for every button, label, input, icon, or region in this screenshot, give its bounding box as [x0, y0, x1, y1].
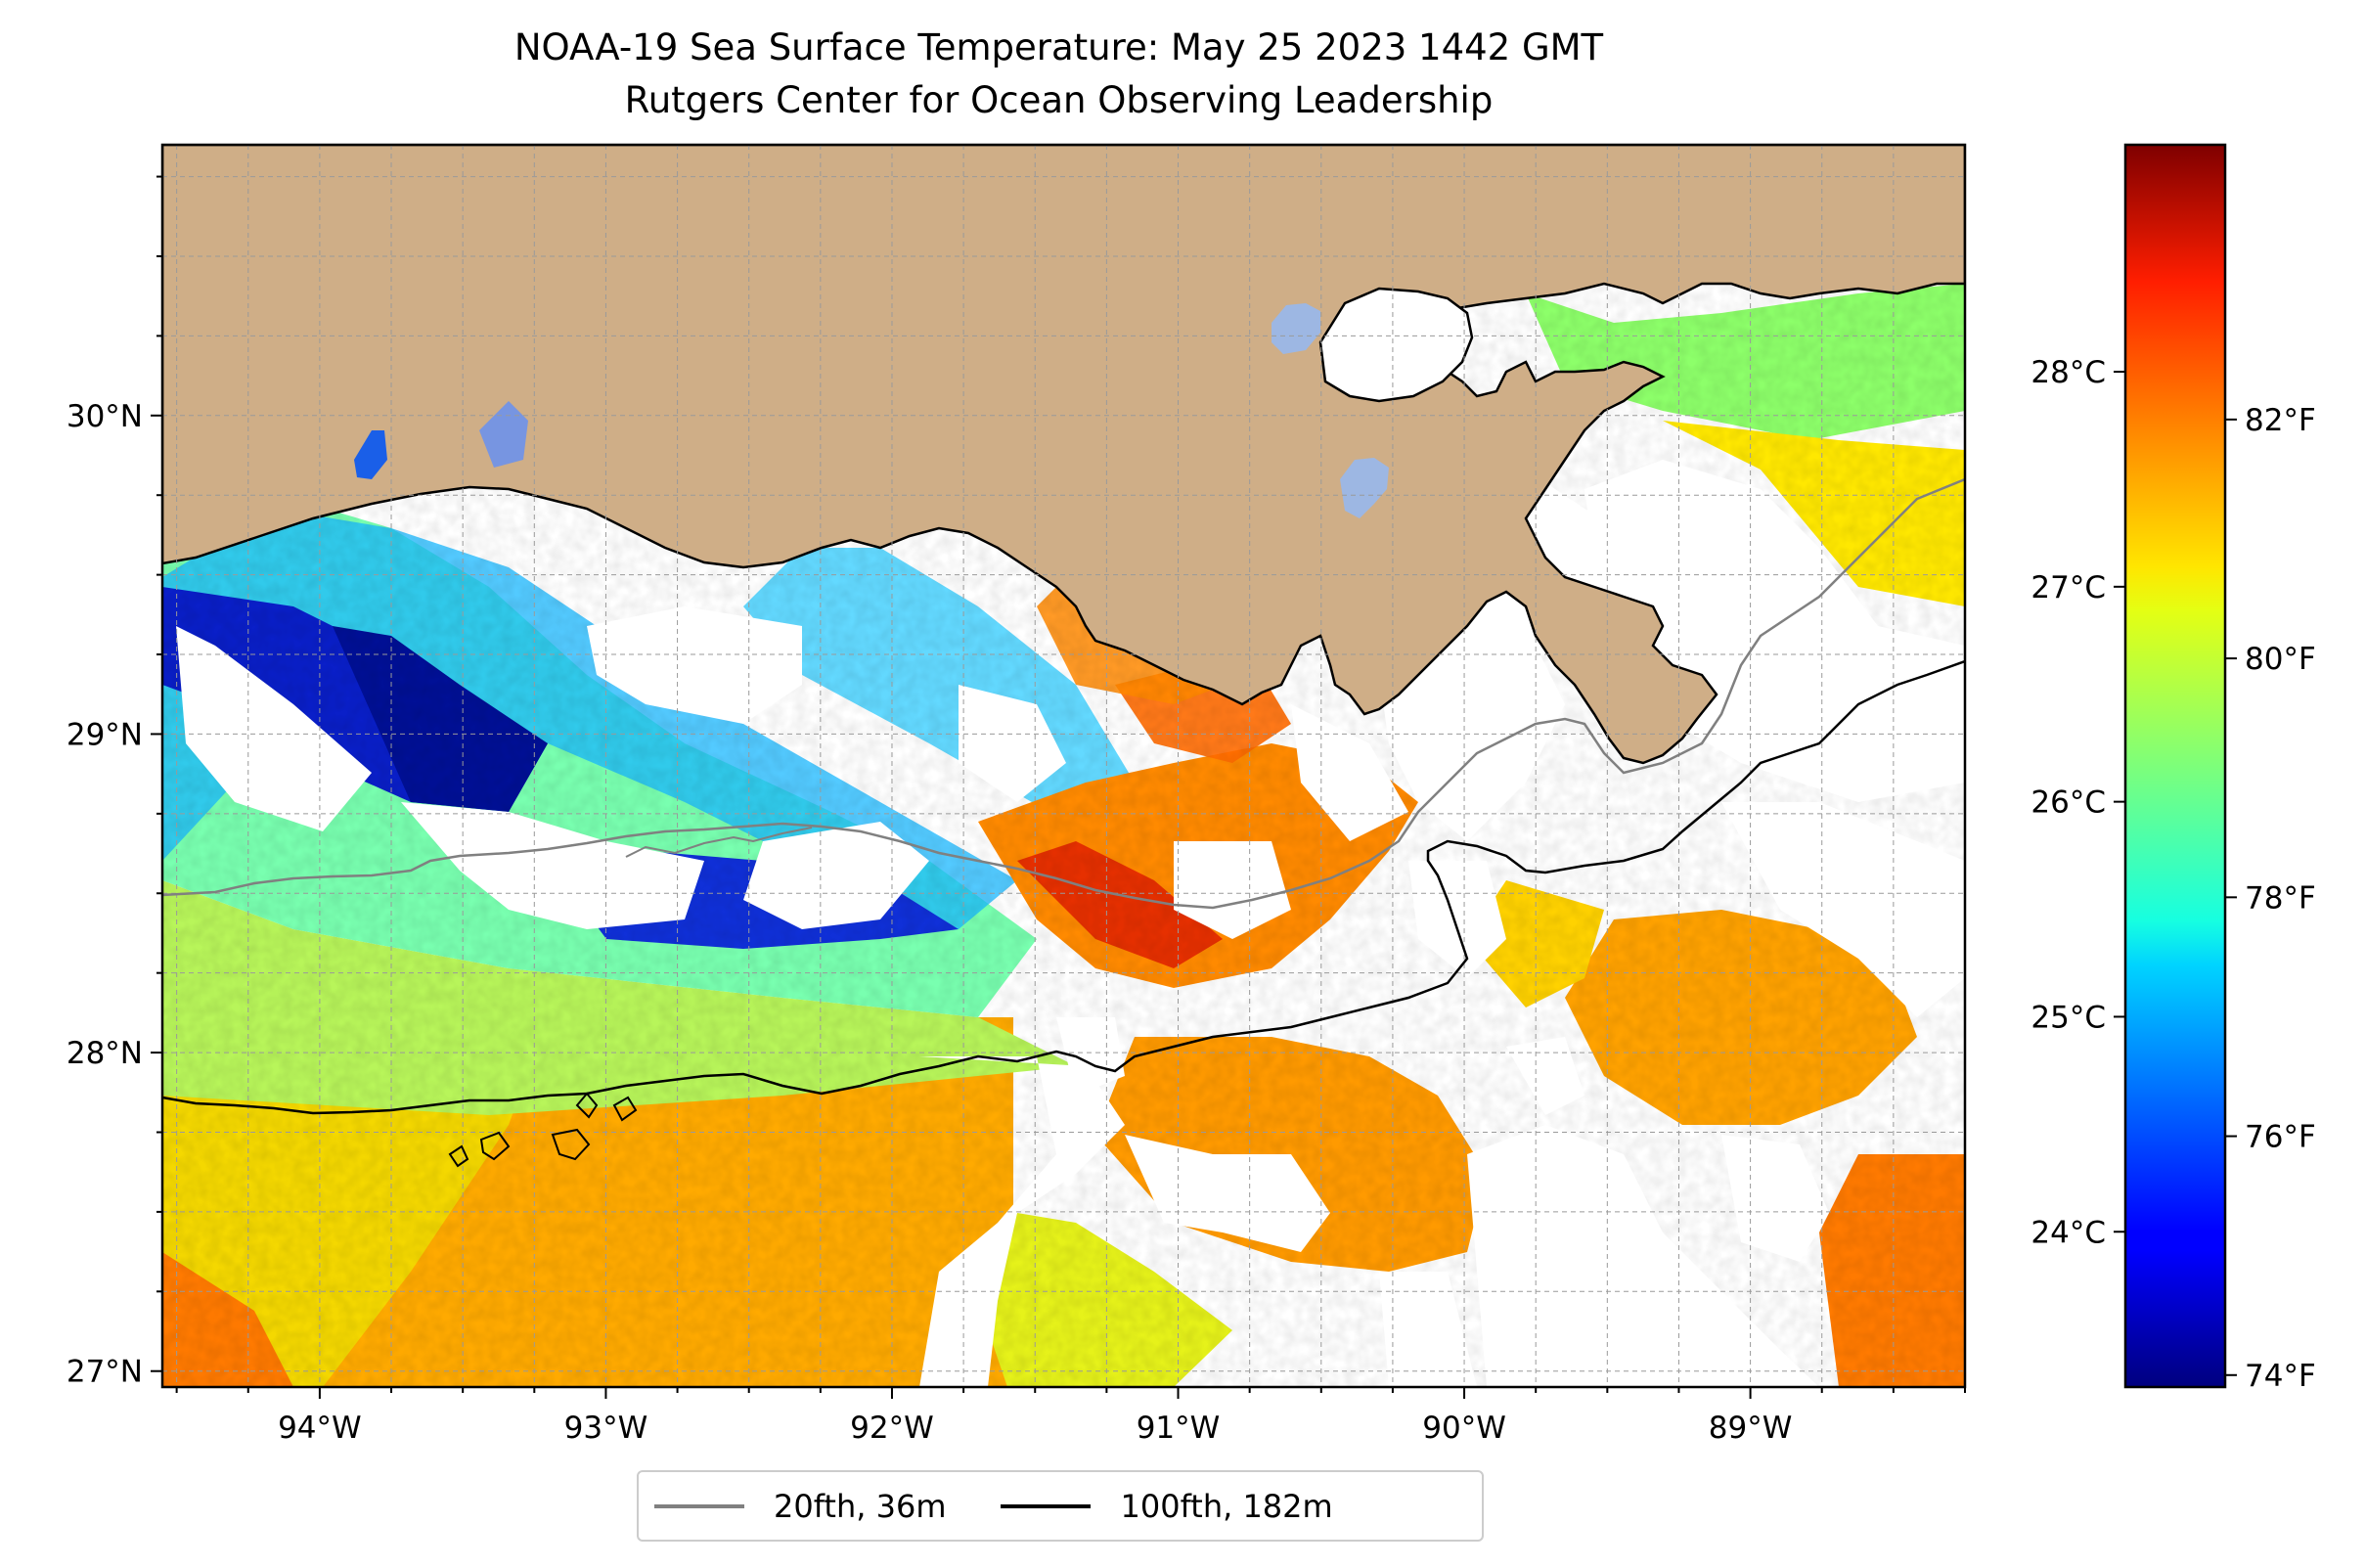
lon-tick-label: 92°W — [850, 1411, 934, 1446]
colorbar: 24°C 25°C 26°C 27°C 28°C 74°F 76°F 78°F 80°F 82°… — [2030, 143, 2316, 1394]
lake-pontchartrain — [1318, 287, 1474, 403]
fahrenheit-tick-label: 74°F — [2245, 1359, 2316, 1394]
chart-subtitle: Rutgers Center for Ocean Observing Leade… — [624, 79, 1494, 121]
celsius-tick-label: 26°C — [2030, 785, 2106, 821]
isobath-20fth — [162, 477, 1965, 910]
colorbar-celsius-axis: 24°C 25°C 26°C 27°C 28°C — [2030, 355, 2125, 1250]
gridlines — [162, 145, 1965, 1387]
celsius-tick-label: 28°C — [2030, 355, 2106, 390]
colorbar-frame — [2123, 143, 2227, 1389]
isobath-20fth-detail — [625, 827, 813, 858]
colorbar-fahrenheit-axis: 74°F 76°F 78°F 80°F 82°F — [2225, 403, 2316, 1394]
lat-tick-label: 28°N — [67, 1036, 143, 1071]
lat-tick-label: 30°N — [67, 399, 143, 434]
celsius-tick-label: 24°C — [2030, 1215, 2106, 1250]
calcasieu-lake — [354, 430, 387, 479]
legend-swatch-20fth — [654, 1503, 744, 1508]
colorbar-gradient — [2125, 145, 2225, 1387]
lat-tick-label: 29°N — [67, 717, 143, 752]
fahrenheit-tick-label: 78°F — [2245, 880, 2316, 916]
legend-item-100fth: 100fth, 182m — [1001, 1487, 1333, 1525]
fahrenheit-tick-label: 82°F — [2245, 403, 2316, 438]
legend: 20fth, 36m 100fth, 182m — [637, 1470, 1484, 1542]
map-frame — [160, 143, 1967, 1389]
cloud-mask — [176, 460, 1965, 1387]
legend-label-100fth: 100fth, 182m — [1120, 1487, 1333, 1525]
lat-axis: 27°N 28°N 29°N 30°N — [67, 175, 162, 1390]
lat-tick-label: 27°N — [67, 1355, 143, 1390]
lake-blue-south — [1340, 458, 1389, 518]
lon-tick-label: 89°W — [1709, 1411, 1793, 1446]
isobath-100fth — [162, 659, 1965, 1115]
fahrenheit-tick-label: 80°F — [2245, 642, 2316, 677]
celsius-tick-label: 25°C — [2030, 1000, 2106, 1035]
lon-tick-label: 91°W — [1137, 1411, 1221, 1446]
celsius-tick-label: 27°C — [2030, 570, 2106, 605]
bank-contours — [448, 1092, 638, 1168]
fahrenheit-tick-label: 76°F — [2245, 1120, 2316, 1155]
chart-title: NOAA-19 Sea Surface Temperature: May 25 … — [513, 26, 1604, 68]
legend-swatch-100fth — [1001, 1503, 1092, 1508]
lon-axis: 94°W 93°W 92°W 91°W 90°W 89°W — [175, 1387, 1966, 1446]
lon-tick-label: 90°W — [1422, 1411, 1506, 1446]
legend-label-20fth: 20fth, 36m — [774, 1487, 947, 1525]
land-sst-inland — [479, 401, 528, 468]
lon-tick-label: 94°W — [278, 1411, 362, 1446]
lon-tick-label: 93°W — [564, 1411, 648, 1446]
lake-blue-north — [1272, 303, 1320, 354]
legend-item-20fth: 20fth, 36m — [654, 1488, 946, 1525]
